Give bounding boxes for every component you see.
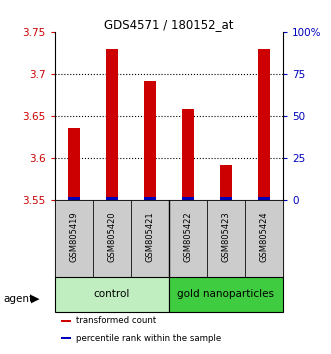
Bar [106,48,118,200]
Bar [220,196,232,200]
Text: percentile rank within the sample: percentile rank within the sample [75,334,221,343]
FancyBboxPatch shape [131,200,169,277]
Text: GSM805422: GSM805422 [183,212,192,262]
Bar [220,165,232,200]
Bar [68,129,80,200]
Bar [258,48,270,200]
Text: control: control [94,290,130,299]
Bar [182,109,194,200]
Text: ▶: ▶ [31,294,40,304]
FancyBboxPatch shape [93,200,131,277]
Bar [106,196,118,200]
FancyBboxPatch shape [55,200,93,277]
Title: GDS4571 / 180152_at: GDS4571 / 180152_at [104,18,234,31]
Bar [62,320,71,322]
Text: GSM805420: GSM805420 [107,212,116,262]
Bar [182,196,194,200]
Text: GSM805424: GSM805424 [260,212,268,262]
Bar [62,337,71,339]
FancyBboxPatch shape [207,200,245,277]
Bar [144,81,156,200]
Text: transformed count: transformed count [75,316,156,325]
FancyBboxPatch shape [169,277,283,312]
Bar [258,196,270,200]
Text: GSM805423: GSM805423 [221,211,230,262]
Text: GSM805421: GSM805421 [145,212,154,262]
Bar [144,196,156,200]
FancyBboxPatch shape [245,200,283,277]
Text: GSM805419: GSM805419 [69,212,78,262]
Text: gold nanoparticles: gold nanoparticles [177,290,274,299]
FancyBboxPatch shape [169,200,207,277]
Bar [68,196,80,200]
Text: agent: agent [3,294,33,304]
FancyBboxPatch shape [55,277,169,312]
